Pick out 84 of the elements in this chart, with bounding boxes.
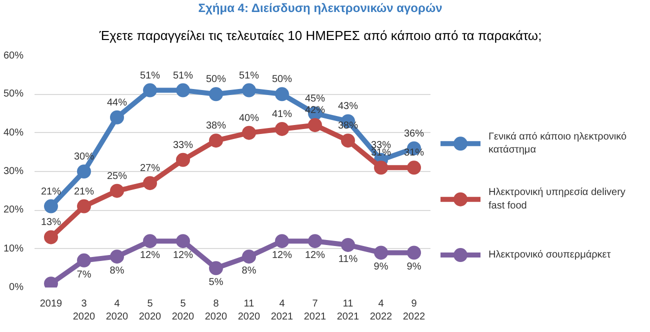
point	[110, 250, 124, 264]
x-tick-label: 2019	[40, 298, 63, 310]
chart-title: Σχήμα 4: Διείσδυση ηλεκτρονικών αγορών	[198, 1, 443, 15]
x-tick-label: 7 2021	[304, 298, 327, 323]
y-tick-label: 30%	[3, 166, 24, 177]
data-label: 51%	[238, 70, 260, 82]
point	[176, 152, 190, 167]
point	[374, 160, 388, 175]
point	[242, 250, 256, 264]
legend-label: Ηλεκτρονική υπηρεσία delivery fast food	[488, 187, 626, 212]
x-tick-label: 5 2020	[172, 298, 195, 323]
point	[407, 246, 421, 260]
point	[275, 234, 289, 248]
point	[308, 118, 322, 132]
data-label: 12%	[140, 250, 160, 262]
point	[110, 184, 124, 198]
x-tick-label: 4 2020	[106, 298, 129, 323]
point	[407, 160, 421, 175]
x-tick-label: 11 2020	[238, 298, 261, 323]
data-label: 27%	[140, 163, 160, 174]
data-label: 13%	[40, 217, 62, 228]
data-label: 36%	[404, 128, 424, 140]
point	[209, 87, 223, 102]
data-label: 51%	[140, 70, 160, 82]
data-label: 12%	[304, 250, 326, 262]
point	[143, 234, 157, 248]
x-tick-label: 4 2022	[370, 298, 393, 323]
y-tick-label: 0%	[9, 282, 24, 293]
point	[44, 230, 58, 244]
legend-label: Ηλεκτρονικό σουπερμάρκετ	[488, 250, 611, 261]
point	[110, 110, 124, 124]
data-label: 21%	[74, 186, 94, 198]
data-label: 43%	[338, 101, 358, 112]
point	[374, 246, 388, 260]
point	[77, 253, 91, 268]
data-label: 25%	[106, 170, 128, 182]
legend-label: Γενικά από κάποιο ηλεκτρονικό κατάστημα	[488, 132, 628, 156]
data-label: 21%	[40, 186, 62, 198]
point	[44, 199, 58, 214]
y-tick-label: 60%	[3, 50, 24, 62]
point	[242, 126, 256, 140]
data-label: 11%	[338, 254, 358, 265]
y-tick-label: 50%	[3, 88, 24, 100]
data-label: 45%	[304, 94, 326, 104]
point	[341, 134, 355, 148]
y-tick-label: 20%	[3, 204, 24, 216]
point	[275, 87, 289, 102]
data-label: 44%	[106, 97, 128, 108]
data-label: 12%	[172, 250, 194, 262]
data-label: 41%	[272, 108, 292, 120]
x-tick-label: 9 2022	[402, 298, 426, 323]
data-label: 51%	[172, 70, 194, 82]
point	[143, 176, 157, 190]
chart-subtitle: Έχετε παραγγείλει τις τελευταίες 10 ΗΜΕΡΕΣ από κάποιο από τα παρακάτω;	[98, 28, 542, 43]
x-tick-label: 5 2020	[138, 298, 162, 323]
point	[209, 261, 223, 276]
data-label: 50%	[206, 74, 226, 86]
point	[77, 199, 91, 214]
y-tick-label: 10%	[3, 243, 24, 254]
data-label: 8%	[242, 266, 256, 277]
point	[176, 234, 190, 248]
data-label: 33%	[172, 140, 194, 151]
point	[275, 122, 289, 136]
y-tick-label: 40%	[3, 127, 24, 138]
x-tick-label: 3 2020	[72, 298, 96, 323]
point	[77, 164, 91, 178]
data-label: 50%	[272, 74, 292, 86]
data-label: 38%	[206, 120, 226, 132]
x-tick-label: 11 2021	[336, 298, 360, 323]
data-label: 40%	[238, 112, 260, 124]
x-tick-label: 4 2021	[270, 298, 294, 323]
data-label: 9%	[406, 262, 422, 273]
data-label: 5%	[208, 277, 224, 288]
data-label: 9%	[374, 262, 388, 273]
point	[209, 134, 223, 148]
data-label: 8%	[110, 266, 124, 277]
point	[176, 83, 190, 98]
x-tick-label: 8 2020	[204, 298, 228, 323]
data-label: 7%	[76, 269, 92, 280]
point	[308, 234, 322, 248]
point	[242, 83, 256, 98]
point	[143, 83, 157, 98]
data-label: 12%	[272, 250, 292, 262]
point	[341, 238, 355, 252]
